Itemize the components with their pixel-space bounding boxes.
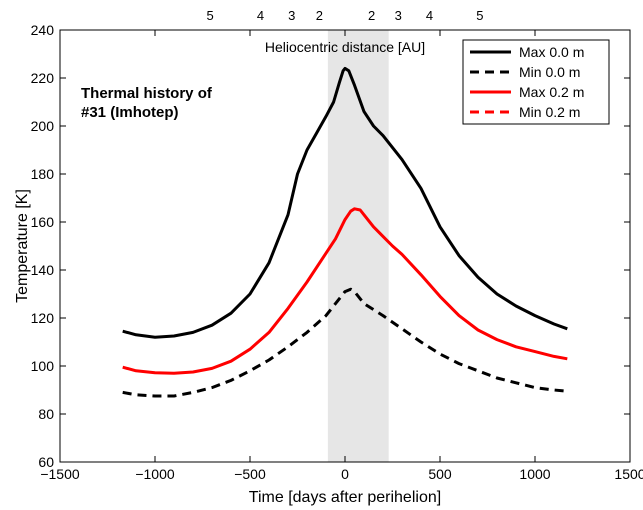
legend-label: Max 0.2 m <box>519 84 584 100</box>
y-tick-label: 180 <box>31 166 55 182</box>
top-tick-label: 5 <box>476 8 483 23</box>
y-tick-label: 140 <box>31 262 55 278</box>
legend-label: Max 0.0 m <box>519 44 584 60</box>
y-tick-label: 60 <box>38 454 54 470</box>
x-tick-label: 0 <box>341 466 349 482</box>
y-axis-label: Temperature [K] <box>14 189 31 303</box>
x-tick-label: 1500 <box>614 466 643 482</box>
chart-title-line-1: Thermal history of <box>81 85 213 102</box>
top-tick-label: 5 <box>206 8 213 23</box>
x-tick-label: 500 <box>428 466 452 482</box>
legend-label: Min 0.2 m <box>519 104 580 120</box>
x-tick-label: −500 <box>234 466 266 482</box>
y-tick-label: 120 <box>31 310 55 326</box>
top-axis-label: Heliocentric distance [AU] <box>265 39 425 55</box>
x-tick-label: 1000 <box>519 466 550 482</box>
series-line-1 <box>122 66 568 339</box>
legend-label: Min 0.0 m <box>519 64 580 80</box>
x-tick-label: −1500 <box>40 466 80 482</box>
series-line-3 <box>122 207 568 375</box>
top-tick-label: 2 <box>316 8 323 23</box>
shade-layer <box>327 30 389 462</box>
series-layer <box>122 66 568 398</box>
series-line-2 <box>122 287 568 398</box>
y-tick-label: 240 <box>31 22 55 38</box>
tick-layer: −1500 −1000 −500 0 500 1000 1500 60 80 100 120 140 1… <box>31 8 643 482</box>
top-tick-label: 3 <box>395 8 402 23</box>
y-tick-label: 200 <box>31 118 55 134</box>
y-tick-label: 160 <box>31 214 55 230</box>
legend-entries: Max 0.0 m Min 0.0 m Max 0.2 m Min 0.2 m <box>470 44 584 120</box>
x-tick-label: −1000 <box>135 466 175 482</box>
x-axis-label: Time [days after perihelion] <box>249 489 441 506</box>
top-tick-label: 4 <box>426 8 433 23</box>
y-tick-label: 220 <box>31 70 55 86</box>
top-tick-label: 4 <box>257 8 264 23</box>
top-tick-label: 3 <box>288 8 295 23</box>
y-tick-label: 80 <box>38 406 54 422</box>
top-tick-label: 2 <box>368 8 375 23</box>
perihelion-shade <box>327 30 389 462</box>
y-tick-label: 100 <box>31 358 55 374</box>
legend: Max 0.0 m Min 0.0 m Max 0.2 m Min 0.2 m <box>462 39 610 125</box>
legend-box <box>462 39 610 125</box>
chart-title-line-2: #31 (Imhotep) <box>81 104 179 121</box>
